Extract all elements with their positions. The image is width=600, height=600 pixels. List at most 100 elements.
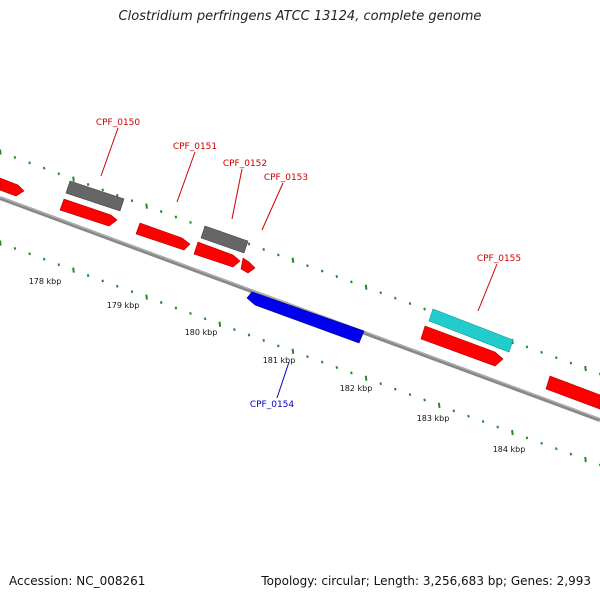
label-leader-line — [100, 127, 119, 177]
lower-tick-mark — [189, 311, 192, 315]
upper-tick-mark — [57, 172, 61, 176]
lower-tick-mark — [467, 414, 470, 418]
upper-tick-mark — [189, 220, 192, 224]
upper-tick-mark — [320, 269, 324, 273]
lower-tick-mark — [379, 382, 382, 386]
forward-gene-arrow[interactable] — [240, 257, 256, 274]
label-leader-line — [231, 168, 243, 220]
lower-tick-mark — [584, 456, 587, 463]
lower-tick-mark — [481, 420, 485, 424]
lower-tick-mark — [437, 402, 441, 409]
upper-tick-mark — [116, 193, 119, 197]
forward-gene-arrow[interactable] — [59, 198, 118, 227]
map-title: Clostridium perfringens ATCC 13124, comp… — [118, 9, 482, 24]
gene-label-cpf-0154[interactable]: CPF_0154 — [250, 400, 295, 410]
upper-tick-mark — [364, 284, 368, 290]
upper-tick-mark — [408, 302, 412, 306]
lower-tick-mark — [101, 279, 104, 283]
lower-tick-mark — [291, 348, 295, 354]
upper-tick-mark — [394, 296, 397, 300]
gray-feature[interactable] — [200, 225, 249, 254]
upper-tick-mark — [28, 161, 31, 165]
lower-tick-mark — [116, 284, 119, 288]
lower-tick-mark — [555, 447, 558, 451]
upper-tick-mark — [335, 275, 339, 278]
upper-tick-mark — [423, 307, 426, 311]
lower-tick-row — [0, 240, 600, 467]
lower-tick-mark — [247, 333, 251, 337]
label-leader-line — [477, 263, 498, 312]
upper-tick-mark — [159, 210, 163, 213]
gene-label-cpf-0151[interactable]: CPF_0151 — [173, 142, 217, 152]
lower-tick-mark — [159, 301, 163, 304]
lower-tick-mark — [277, 344, 280, 348]
gene-label-cpf-0153[interactable]: CPF_0153 — [264, 173, 308, 183]
lower-tick-mark — [525, 436, 529, 440]
lower-tick-mark — [203, 317, 207, 321]
upper-tick-mark — [145, 203, 148, 209]
lower-tick-mark — [408, 393, 412, 397]
lower-tick-mark — [320, 360, 324, 364]
forward-gene-arrow[interactable] — [135, 222, 191, 251]
gene-label-cpf-0150[interactable]: CPF_0150 — [96, 118, 141, 128]
forward-gene-arrow[interactable] — [545, 375, 600, 410]
upper-tick-mark — [13, 155, 17, 159]
upper-tick-mark — [277, 253, 280, 257]
label-leader-line — [276, 361, 290, 399]
forward-gene-arrow[interactable] — [420, 325, 504, 367]
forward-gene-arrow[interactable] — [193, 241, 241, 268]
lower-tick-mark — [496, 425, 499, 429]
lower-tick-mark — [174, 306, 178, 310]
lower-tick-mark — [28, 252, 31, 256]
lower-tick-mark — [72, 267, 75, 273]
scale-label-184: 184 kbp — [493, 445, 526, 454]
reverse-gene-arrow[interactable] — [246, 291, 365, 344]
lower-tick-mark — [364, 375, 368, 381]
upper-tick-mark — [379, 291, 382, 295]
lower-tick-mark — [130, 290, 134, 294]
upper-tick-mark — [540, 350, 543, 354]
upper-tick-mark — [174, 215, 178, 219]
upper-tick-mark — [0, 149, 2, 155]
gene-label-cpf-0152[interactable]: CPF_0152 — [223, 159, 267, 169]
upper-tick-mark — [86, 183, 90, 186]
lower-tick-mark — [262, 338, 265, 342]
cyan-feature[interactable] — [428, 308, 514, 353]
lower-tick-mark — [335, 366, 339, 369]
lower-tick-mark — [233, 328, 236, 332]
upper-tick-mark — [306, 264, 309, 268]
upper-tick-mark — [130, 199, 134, 203]
scale-label-181: 181 kbp — [263, 356, 296, 365]
scale-label-178: 178 kbp — [29, 277, 62, 286]
upper-tick-mark — [350, 280, 353, 284]
upper-tick-mark — [291, 257, 295, 263]
forward-gene-arrow[interactable] — [0, 177, 25, 197]
lower-tick-mark — [42, 257, 46, 261]
lower-tick-mark — [218, 321, 222, 327]
lower-tick-mark — [569, 452, 573, 456]
topology-text: Topology: circular; Length: 3,256,683 bp… — [261, 574, 591, 588]
lower-tick-mark — [350, 371, 353, 375]
upper-tick-mark — [72, 176, 75, 182]
label-leader-line — [176, 151, 196, 203]
lower-tick-mark — [145, 294, 148, 300]
genome-backbone-highlight — [0, 196, 600, 420]
upper-tick-mark — [555, 356, 558, 360]
upper-tick-mark — [584, 365, 587, 372]
lower-tick-mark — [540, 441, 543, 445]
label-leader-line — [261, 182, 284, 231]
scale-label-180: 180 kbp — [185, 328, 218, 337]
scale-label-183: 183 kbp — [417, 414, 450, 423]
upper-tick-mark — [247, 242, 251, 246]
accession-text: Accession: NC_008261 — [9, 574, 146, 588]
gray-feature[interactable] — [65, 180, 125, 212]
lower-tick-mark — [0, 240, 2, 246]
lower-tick-mark — [13, 246, 17, 250]
lower-tick-mark — [306, 355, 309, 359]
gene-label-cpf-0155[interactable]: CPF_0155 — [477, 254, 521, 264]
scale-label-182: 182 kbp — [340, 384, 373, 393]
lower-tick-mark — [394, 387, 397, 391]
lower-tick-mark — [511, 429, 514, 436]
lower-tick-mark — [452, 409, 456, 413]
